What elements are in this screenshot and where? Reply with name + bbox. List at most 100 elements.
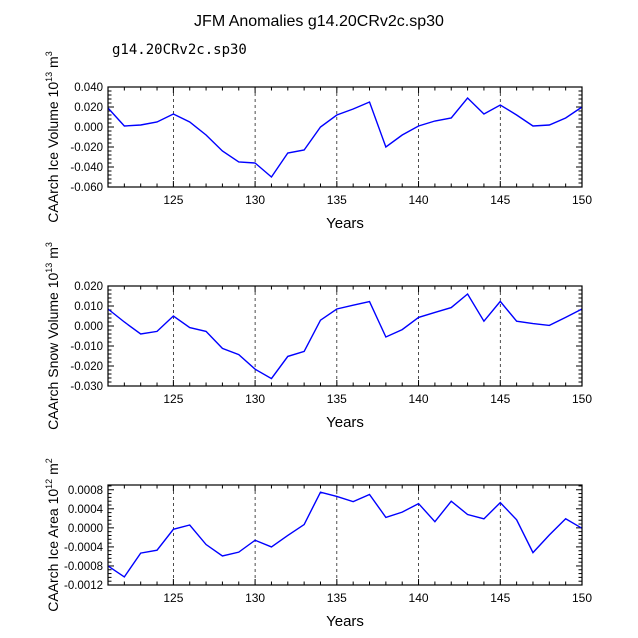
data-point (319, 319, 322, 322)
data-point (417, 125, 420, 128)
y-tick-label: -0.0008 (64, 561, 103, 573)
data-point (335, 308, 338, 311)
plot-frame (107, 285, 583, 387)
figure-title: JFM Anomalies g14.20CRv2c.sp30 (194, 13, 444, 30)
x-tick-label: 150 (572, 193, 592, 207)
data-point (205, 134, 208, 137)
y-tick-label: 0.000 (74, 122, 103, 134)
data-point (156, 330, 159, 333)
data-line (107, 292, 583, 380)
y-tick-label: 0.010 (74, 301, 103, 313)
data-point (205, 330, 208, 333)
x-tick-label: 145 (490, 591, 510, 605)
x-tick-label: 140 (409, 392, 429, 406)
x-tick-label: 135 (327, 591, 347, 605)
data-point (531, 322, 534, 325)
y-tick-label: 0.0004 (68, 504, 104, 516)
data-point (286, 534, 289, 537)
data-point (270, 377, 273, 380)
figure-subtitle: g14.20CRv2c.sp30 (112, 42, 247, 58)
data-point (172, 528, 175, 531)
data-point (286, 152, 289, 155)
data-point (450, 306, 453, 309)
data-point (286, 355, 289, 358)
y-tick-label: 0.0000 (68, 523, 103, 535)
data-point (401, 328, 404, 331)
panels-group: 0.040 0.020 0.000 -0.020 -0.040 -0.060 125 130 1… (44, 51, 592, 630)
x-tick-label: 145 (490, 193, 510, 207)
y-tick-label: 0.0008 (68, 485, 103, 497)
data-point (139, 333, 142, 336)
data-point (237, 551, 240, 554)
x-axis-label: Years (326, 613, 364, 630)
x-axis-label: Years (326, 414, 364, 431)
y-tick-label: -0.040 (70, 162, 103, 174)
data-point (221, 347, 224, 350)
x-tick-label: 125 (163, 392, 183, 406)
plot-frame (107, 484, 583, 586)
data-point (564, 316, 567, 319)
data-point (335, 114, 338, 117)
x-tick-label: 150 (572, 392, 592, 406)
y-tick-label: -0.0004 (64, 542, 104, 554)
data-line (107, 491, 583, 578)
data-point (466, 97, 469, 100)
data-point (123, 321, 126, 324)
data-point (433, 120, 436, 123)
data-point (531, 551, 534, 554)
y-tick-label: -0.020 (70, 142, 103, 154)
data-point (515, 320, 518, 323)
data-point (548, 534, 551, 537)
data-point (352, 108, 355, 111)
data-point (270, 545, 273, 548)
chart-panel-1: 0.040 0.020 0.000 -0.020 -0.040 -0.060 125 130 1… (44, 51, 592, 232)
data-point (303, 149, 306, 152)
y-tick-label: -0.010 (70, 341, 103, 353)
data-point (531, 125, 534, 128)
y-tick-label: -0.0012 (64, 580, 103, 592)
data-point (221, 554, 224, 557)
chart-panel-2: 0.020 0.010 0.000 -0.010 -0.020 -0.030 125 130 1… (44, 242, 592, 431)
x-tick-label: 135 (327, 392, 347, 406)
data-point (156, 549, 159, 552)
data-point (384, 516, 387, 519)
data-point (368, 493, 371, 496)
data-point (417, 316, 420, 319)
x-tick-label: 130 (245, 392, 265, 406)
x-tick-label: 135 (327, 193, 347, 207)
x-tick-label: 140 (409, 193, 429, 207)
data-point (499, 501, 502, 504)
data-point (548, 324, 551, 327)
data-point (368, 300, 371, 303)
data-point (401, 134, 404, 137)
y-tick-label: -0.060 (70, 182, 103, 194)
y-tick-label: 0.040 (74, 82, 103, 94)
data-point (564, 517, 567, 520)
data-point (433, 311, 436, 314)
data-point (188, 326, 191, 329)
data-point (319, 491, 322, 494)
data-point (254, 368, 257, 371)
data-point (450, 117, 453, 120)
data-point (401, 511, 404, 514)
data-point (254, 539, 257, 542)
data-point (139, 552, 142, 555)
plot-frame (107, 86, 583, 188)
data-point (548, 124, 551, 127)
data-point (482, 517, 485, 520)
data-point (303, 350, 306, 353)
y-tick-label: 0.020 (74, 281, 103, 293)
data-point (270, 176, 273, 179)
data-point (139, 124, 142, 127)
y-axis-label: CAArch Ice Area 1012 m2 (44, 458, 61, 612)
data-point (123, 575, 126, 578)
data-point (417, 502, 420, 505)
data-point (466, 513, 469, 516)
y-tick-label: -0.030 (70, 381, 103, 393)
y-tick-label: -0.020 (70, 361, 103, 373)
data-point (335, 495, 338, 498)
x-tick-label: 150 (572, 591, 592, 605)
data-point (482, 113, 485, 116)
y-tick-label: 0.020 (74, 102, 103, 114)
